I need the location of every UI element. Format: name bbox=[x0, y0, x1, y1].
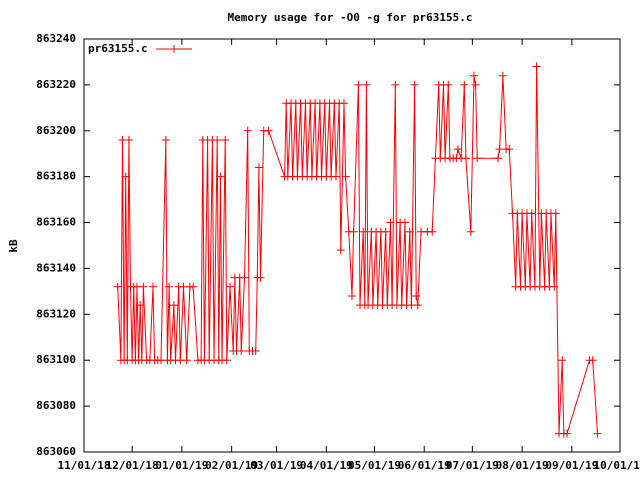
x-tick-label: 08/01/19 bbox=[496, 459, 549, 472]
y-tick-label: 863180 bbox=[36, 170, 76, 183]
point-marker bbox=[189, 282, 198, 291]
point-marker bbox=[237, 347, 246, 356]
point-marker bbox=[563, 429, 572, 438]
data-line bbox=[117, 66, 598, 435]
legend-marker bbox=[170, 45, 178, 53]
y-tick-label: 863120 bbox=[36, 307, 76, 320]
y-tick-label: 863160 bbox=[36, 216, 76, 229]
point-marker bbox=[136, 301, 145, 310]
point-marker bbox=[466, 227, 475, 236]
point-marker bbox=[354, 80, 363, 89]
x-tick-label: 11/01/18 bbox=[58, 459, 111, 472]
point-marker bbox=[494, 154, 503, 163]
point-marker bbox=[551, 209, 560, 218]
point-marker bbox=[139, 282, 148, 291]
x-tick-label: 04/01/19 bbox=[300, 459, 353, 472]
x-tick-label: 01/01/19 bbox=[155, 459, 208, 472]
point-marker bbox=[460, 80, 469, 89]
point-marker bbox=[453, 145, 462, 154]
y-tick-label: 863100 bbox=[36, 353, 76, 366]
point-marker bbox=[264, 126, 273, 135]
point-marker bbox=[226, 282, 235, 291]
point-marker bbox=[550, 282, 559, 291]
y-tick-label: 863080 bbox=[36, 399, 76, 412]
point-marker bbox=[444, 80, 453, 89]
point-marker bbox=[213, 135, 222, 144]
y-tick-label: 863220 bbox=[36, 78, 76, 91]
point-marker bbox=[471, 80, 480, 89]
point-marker bbox=[527, 209, 536, 218]
point-marker bbox=[400, 218, 409, 227]
point-marker bbox=[216, 172, 225, 181]
point-marker bbox=[251, 347, 260, 356]
point-marker bbox=[339, 99, 348, 108]
point-marker bbox=[412, 291, 421, 300]
x-tick-label: 10/01/19 bbox=[594, 459, 640, 472]
point-marker bbox=[349, 227, 358, 236]
point-marker bbox=[386, 218, 395, 227]
y-axis-label: kB bbox=[7, 239, 20, 253]
point-marker bbox=[413, 301, 422, 310]
point-marker bbox=[505, 145, 514, 154]
y-tick-label: 863140 bbox=[36, 261, 76, 274]
y-tick-label: 863200 bbox=[36, 124, 76, 137]
x-tick-label: 06/01/19 bbox=[398, 459, 451, 472]
point-marker bbox=[469, 71, 478, 80]
point-marker bbox=[532, 62, 541, 71]
point-marker bbox=[341, 172, 350, 181]
point-marker bbox=[391, 80, 400, 89]
point-marker bbox=[254, 163, 263, 172]
x-tick-label: 02/01/19 bbox=[205, 459, 258, 472]
point-marker bbox=[588, 356, 597, 365]
x-tick-label: 09/01/19 bbox=[545, 459, 598, 472]
point-marker bbox=[348, 291, 356, 300]
point-marker bbox=[256, 273, 265, 282]
point-marker bbox=[428, 227, 437, 236]
point-marker bbox=[161, 135, 170, 144]
point-marker bbox=[222, 356, 231, 365]
point-marker bbox=[593, 429, 602, 438]
point-marker bbox=[381, 227, 390, 236]
point-marker bbox=[331, 172, 340, 181]
point-marker bbox=[149, 282, 158, 291]
point-marker bbox=[182, 356, 191, 365]
y-tick-label: 863060 bbox=[36, 445, 76, 458]
x-tick-label: 03/01/19 bbox=[250, 459, 303, 472]
point-marker bbox=[121, 172, 130, 181]
y-tick-label: 863240 bbox=[36, 32, 76, 45]
point-marker bbox=[405, 227, 414, 236]
plot-frame bbox=[83, 38, 621, 453]
point-marker bbox=[359, 227, 368, 236]
x-tick-label: 05/01/19 bbox=[348, 459, 401, 472]
point-marker bbox=[243, 126, 252, 135]
point-marker bbox=[169, 301, 178, 310]
chart-title: Memory usage for -O0 -g for pr63155.c bbox=[227, 11, 472, 24]
point-marker bbox=[362, 80, 371, 89]
point-marker bbox=[221, 135, 230, 144]
point-marker bbox=[461, 154, 470, 163]
point-marker bbox=[165, 282, 174, 291]
point-marker bbox=[498, 71, 507, 80]
point-marker bbox=[113, 282, 122, 291]
point-marker bbox=[473, 154, 482, 163]
point-marker bbox=[124, 135, 133, 144]
point-marker bbox=[240, 273, 249, 282]
x-tick-label: 07/01/19 bbox=[446, 459, 499, 472]
legend-label: pr63155.c bbox=[88, 42, 148, 55]
point-marker bbox=[336, 246, 345, 255]
point-marker bbox=[558, 356, 567, 365]
x-tick-label: 12/01/18 bbox=[106, 459, 159, 472]
point-marker bbox=[410, 80, 419, 89]
